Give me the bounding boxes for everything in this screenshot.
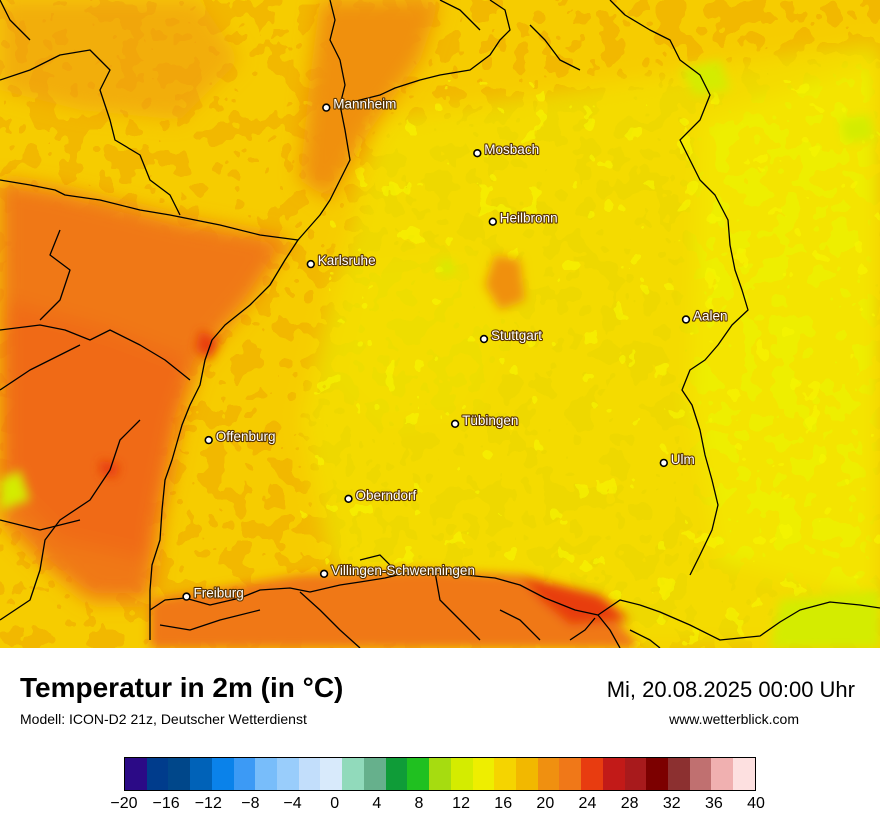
colorbar-cell bbox=[363, 758, 386, 790]
city-markers: Mannheim Mosbach Heilbronn Karlsruhe Aalen St… bbox=[182, 95, 729, 602]
temperature-field bbox=[0, 0, 880, 648]
model-source: Modell: ICON-D2 21z, Deutscher Wetterdie… bbox=[20, 711, 307, 727]
colorbar-tick-label: −4 bbox=[283, 795, 302, 812]
city-marker: Ulm bbox=[659, 451, 696, 468]
city-marker: Tübingen bbox=[450, 412, 519, 429]
city-label: Freiburg bbox=[194, 586, 244, 601]
colorbar-cell bbox=[602, 758, 625, 790]
city-dot bbox=[473, 149, 482, 158]
city-dot bbox=[204, 435, 213, 445]
city-marker: Villingen-Schwenningen bbox=[319, 562, 476, 579]
city-dot bbox=[488, 217, 497, 226]
city-marker: Heilbronn bbox=[488, 210, 559, 227]
colorbar-tick-label: −20 bbox=[110, 795, 138, 812]
city-marker: Mosbach bbox=[473, 141, 540, 158]
city-label: Mannheim bbox=[333, 97, 396, 112]
city-marker: Mannheim bbox=[322, 95, 397, 113]
city-dot bbox=[479, 334, 489, 344]
city-label: Ulm bbox=[671, 452, 695, 467]
colorbar-cell bbox=[233, 758, 256, 790]
colorbar-cell bbox=[320, 758, 343, 790]
colorbar-cell bbox=[559, 758, 582, 790]
city-dot bbox=[344, 494, 353, 503]
colorbar-cell bbox=[429, 758, 451, 790]
city-label: Offenburg bbox=[216, 429, 276, 444]
colorbar-tick-label: 36 bbox=[704, 795, 723, 812]
city-label: Heilbronn bbox=[500, 211, 558, 226]
city-dot bbox=[319, 569, 329, 578]
colorbar-tick-label: 40 bbox=[747, 795, 765, 812]
website-credit: www.wetterblick.com bbox=[669, 711, 799, 727]
city-marker: Aalen bbox=[681, 307, 729, 325]
colorbar-tick-label: −16 bbox=[152, 795, 180, 812]
colorbar-cell bbox=[211, 758, 234, 790]
colorbar-cell bbox=[385, 758, 408, 790]
city-marker: Oberndorf bbox=[344, 487, 418, 504]
city-label: Oberndorf bbox=[356, 488, 417, 503]
colorbar-cell bbox=[581, 758, 603, 790]
colorbar-tick-label: 24 bbox=[578, 795, 597, 812]
city-dot bbox=[182, 592, 191, 601]
city-label: Stuttgart bbox=[491, 328, 542, 343]
colorbar-cell bbox=[168, 758, 191, 790]
temperature-colorbar bbox=[124, 757, 756, 791]
colorbar-cell bbox=[450, 758, 473, 790]
city-marker: Offenburg bbox=[204, 428, 277, 445]
colorbar-tick-label: 4 bbox=[372, 795, 382, 812]
forecast-datetime: Mi, 20.08.2025 00:00 Uhr bbox=[606, 677, 855, 702]
city-marker: Karlsruhe bbox=[306, 252, 377, 269]
city-dot bbox=[306, 259, 315, 269]
city-marker: Freiburg bbox=[182, 584, 245, 602]
colorbar-cell bbox=[646, 758, 668, 790]
city-label: Karlsruhe bbox=[318, 253, 376, 268]
colorbar-tick-label: 0 bbox=[330, 795, 340, 812]
colorbar-cell bbox=[537, 758, 560, 790]
city-label: Aalen bbox=[693, 309, 728, 324]
colorbar-cell bbox=[190, 758, 212, 790]
colorbar-tick-label: −12 bbox=[194, 795, 222, 812]
colorbar-cell bbox=[689, 758, 712, 790]
colorbar-cell bbox=[342, 758, 364, 790]
colorbar-cell bbox=[667, 758, 690, 790]
colorbar-cell bbox=[298, 758, 321, 790]
city-dot bbox=[659, 458, 668, 468]
state-borders bbox=[0, 0, 880, 648]
city-dot bbox=[681, 315, 691, 324]
colorbar-tick-label: 8 bbox=[414, 795, 424, 812]
colorbar-cell bbox=[711, 758, 734, 790]
colorbar-tick-label: 20 bbox=[536, 795, 555, 812]
city-label: Mosbach bbox=[484, 142, 539, 157]
colorbar-cell bbox=[407, 758, 430, 790]
city-marker: Stuttgart bbox=[479, 327, 543, 344]
colorbar-cell bbox=[146, 758, 169, 790]
colorbar-tick-label: 32 bbox=[662, 795, 681, 812]
colorbar-tick-label: 12 bbox=[452, 795, 470, 812]
colorbar-cell bbox=[515, 758, 538, 790]
colorbar-tick-label: 16 bbox=[494, 795, 513, 812]
colorbar-cell bbox=[624, 758, 647, 790]
colorbar-ticks: −20 −16 −12 −8 −4 0 4 8 12 16 20 24 28 32 36 40 bbox=[0, 795, 880, 819]
colorbar-cell bbox=[472, 758, 495, 790]
colorbar-cell bbox=[494, 758, 516, 790]
temperature-map: Mannheim Mosbach Heilbronn Karlsruhe Aalen St… bbox=[0, 0, 880, 648]
city-dot bbox=[450, 419, 460, 428]
city-label: Tübingen bbox=[462, 413, 518, 428]
colorbar-cell bbox=[277, 758, 299, 790]
colorbar-cell bbox=[733, 758, 755, 790]
colorbar-cell bbox=[255, 758, 278, 790]
city-label: Villingen-Schwenningen bbox=[331, 563, 475, 578]
colorbar-tick-label: −8 bbox=[241, 795, 260, 812]
colorbar-cell bbox=[125, 758, 147, 790]
city-dot bbox=[322, 103, 331, 112]
colorbar-tick-label: 28 bbox=[620, 795, 639, 812]
map-title: Temperatur in 2m (in °C) bbox=[20, 672, 344, 703]
